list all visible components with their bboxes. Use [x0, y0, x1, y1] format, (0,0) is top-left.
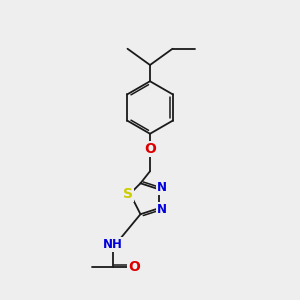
Text: N: N	[157, 203, 167, 216]
Text: NH: NH	[103, 238, 122, 251]
Text: O: O	[128, 260, 140, 274]
Text: O: O	[144, 142, 156, 156]
Text: S: S	[123, 187, 133, 201]
Text: N: N	[157, 182, 167, 194]
